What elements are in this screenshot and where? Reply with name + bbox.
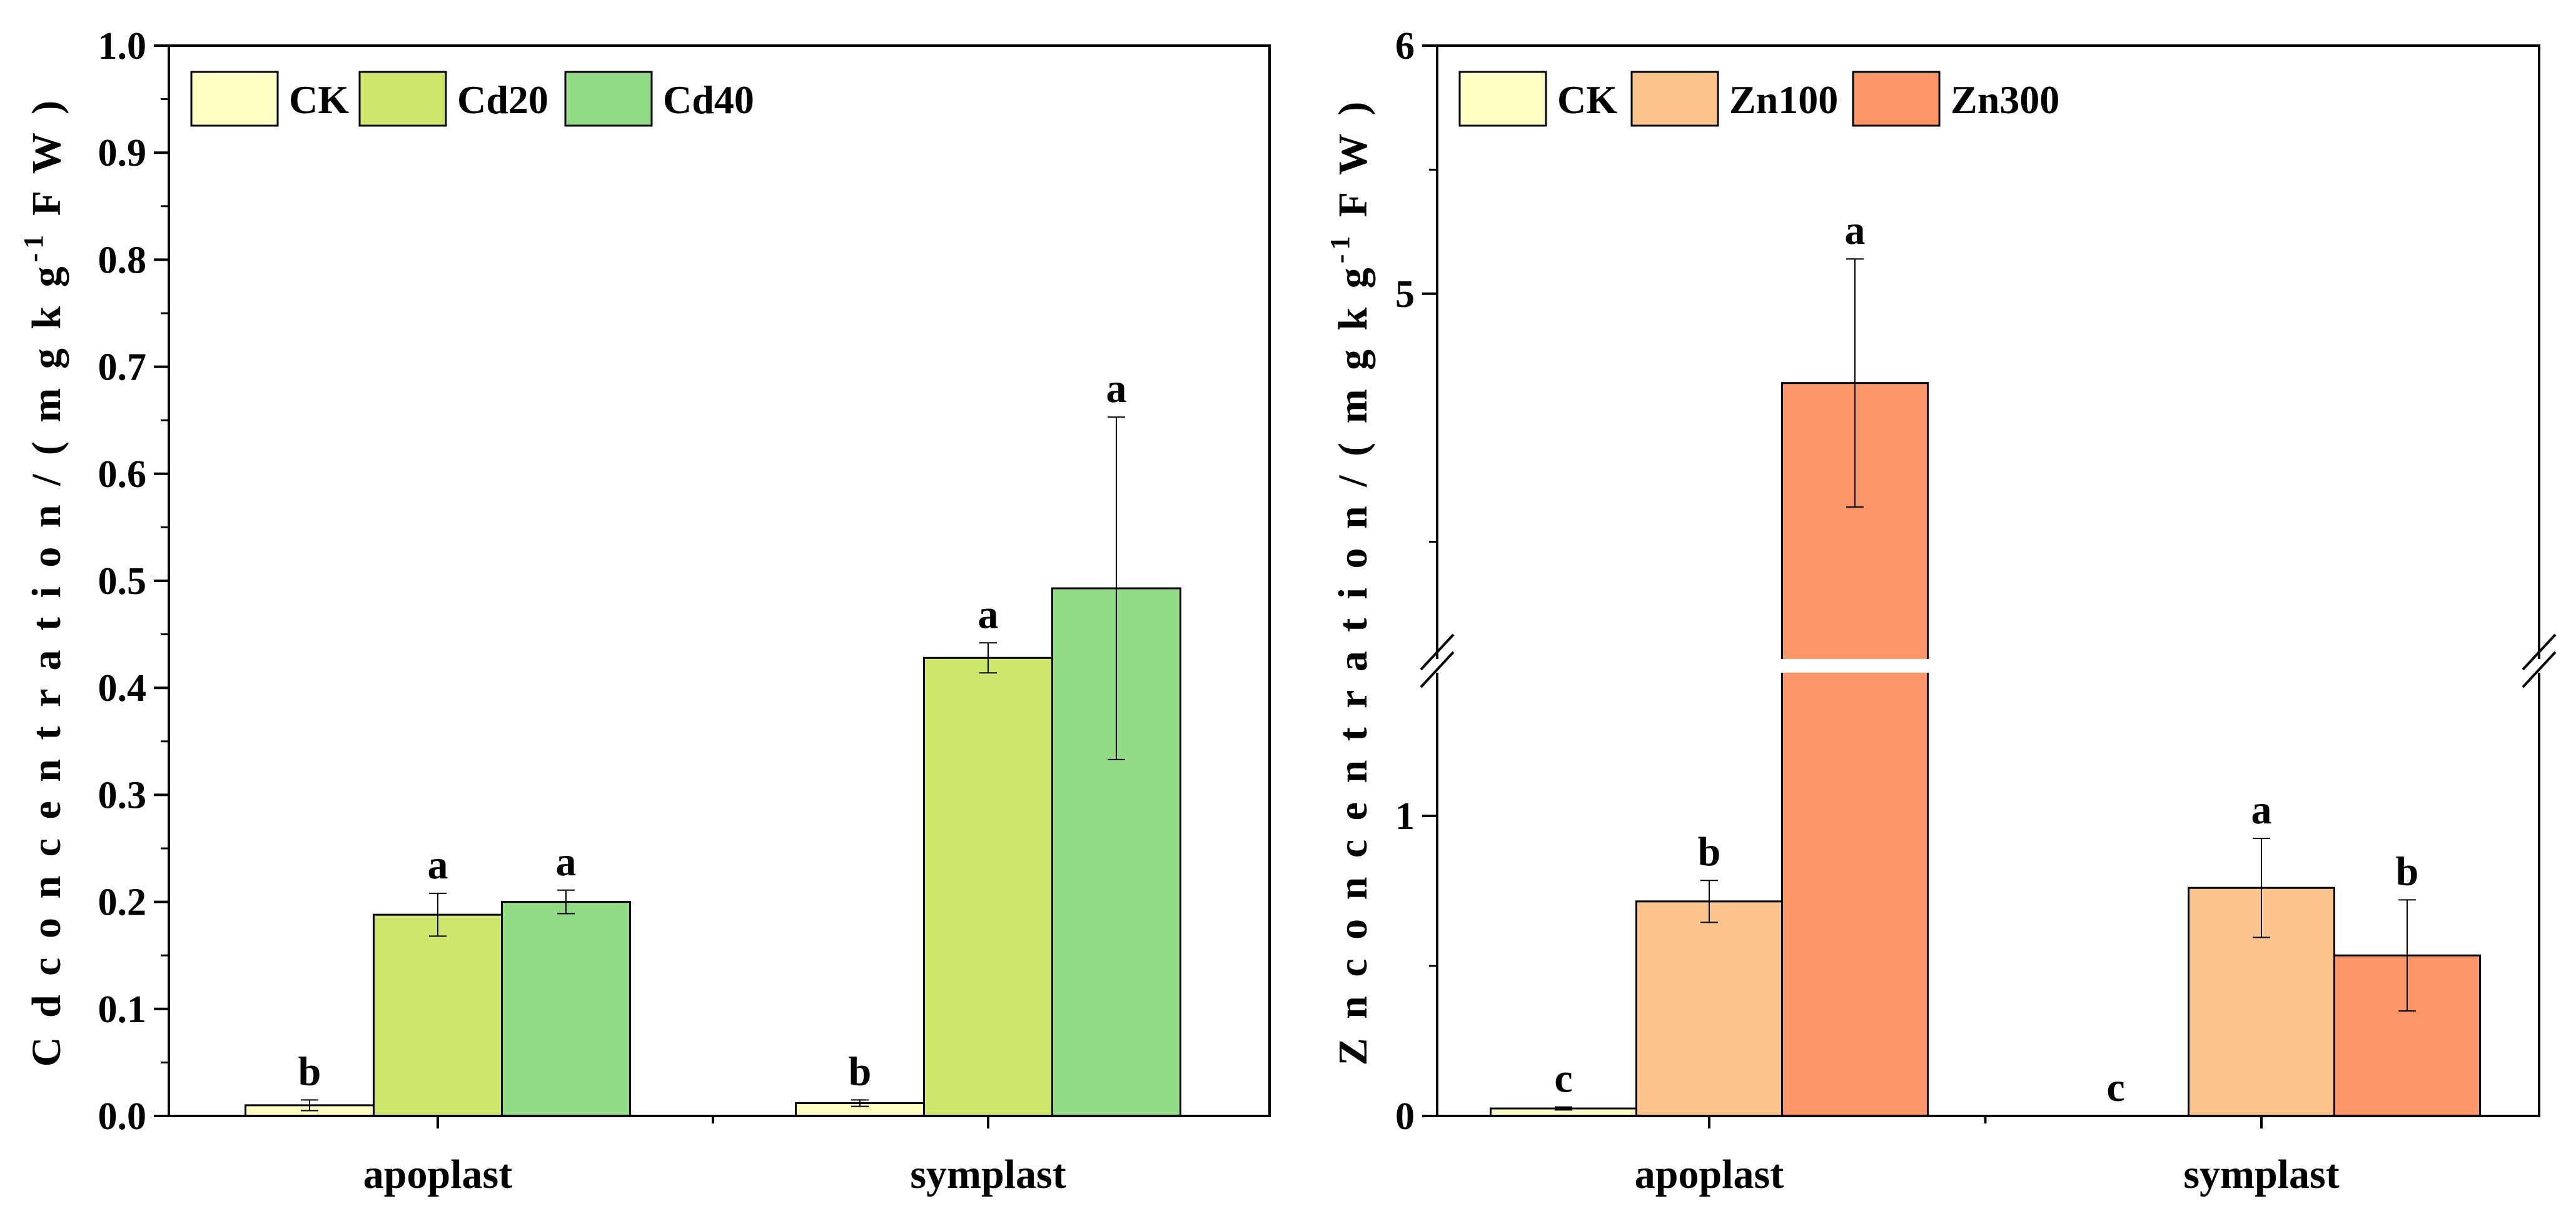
axis-break-mark-right: [2522, 633, 2557, 688]
y-tick-label-5: 5: [1395, 273, 1415, 316]
legend-swatch-zn300: [1852, 71, 1941, 127]
sig-label-ck-apoplast: c: [1554, 1056, 1572, 1102]
sig-label-zn100-apoplast: b: [1698, 829, 1721, 875]
y-tick-label-0: 0: [1395, 1095, 1415, 1138]
error-bar-cd40-apoplast: [557, 889, 575, 915]
error-bar-ck-apoplast: [1555, 1106, 1572, 1111]
sig-label-ck-apoplast: b: [298, 1048, 321, 1094]
axis-break-mark-left: [1420, 633, 1455, 688]
legend-label-zn300: Zn300: [1951, 78, 2059, 122]
y-tick-label-1: 1: [1395, 795, 1415, 838]
y-tick-label-0.9: 0.9: [98, 132, 147, 174]
error-bar-ck-apoplast: [301, 1099, 318, 1112]
x-tick-label-symplast: symplast: [2183, 1152, 2339, 1197]
legend-swatch-zn100: [1630, 71, 1719, 127]
error-bar-zn100-symplast: [2253, 838, 2270, 938]
sig-label-cd40-apoplast: a: [556, 839, 577, 885]
y-axis-label: C d c o n c e n t r a t i o n / ( m g k …: [18, 96, 69, 1067]
sig-label-cd20-symplast: a: [978, 591, 999, 637]
y-tick-label-0.3: 0.3: [98, 774, 147, 817]
legend-swatch-ck: [1458, 71, 1547, 127]
y-tick-label-0.5: 0.5: [98, 560, 147, 603]
error-bar-zn300-apoplast: [1846, 258, 1864, 508]
y-tick-label-6: 6: [1395, 25, 1415, 68]
x-tick-label-apoplast: apoplast: [363, 1152, 512, 1197]
error-bar-cd20-apoplast: [429, 892, 447, 937]
legend-label-ck: CK: [289, 78, 349, 122]
legend-label-cd40: Cd40: [663, 78, 754, 122]
cd-concentration-chart: b b a a a a apoplast symplast 0.0 0.1 0.2 0.3 0.4 0.5…: [18, 25, 1271, 1197]
sig-label-zn100-symplast: a: [2251, 787, 2272, 833]
y-axis-label: Z n c o n c e n t r a t i o n / ( m g k …: [1325, 98, 1376, 1066]
error-bar-zn300-symplast: [2398, 899, 2416, 1012]
bar-cd40-apoplast: [501, 901, 631, 1117]
legend: CK Cd20 Cd40: [190, 71, 754, 127]
legend-swatch-cd20: [358, 71, 447, 127]
y-tick-label-0.1: 0.1: [98, 988, 147, 1031]
plot-frame: [1436, 44, 2540, 1117]
y-tick-label-1.0: 1.0: [98, 25, 147, 68]
axis-break-gap: [1418, 658, 2558, 673]
y-tick-label-0.6: 0.6: [98, 453, 147, 496]
error-bar-cd20-symplast: [979, 642, 997, 674]
x-tick-label-apoplast: apoplast: [1635, 1152, 1784, 1197]
legend-swatch-ck: [190, 71, 279, 127]
sig-label-ck-symplast: b: [849, 1048, 872, 1094]
legend-swatch-cd40: [564, 71, 653, 127]
zn-concentration-chart: c c b a a b apoplast symplast 0 1 5 6 Z n c o n c e …: [1325, 25, 2558, 1197]
y-tick-label-0.7: 0.7: [98, 346, 147, 389]
y-tick-label-0.4: 0.4: [98, 667, 147, 710]
legend-label-cd20: Cd20: [457, 78, 548, 122]
sig-label-ck-symplast: c: [2106, 1065, 2124, 1110]
bar-zn100-apoplast: [1635, 900, 1783, 1117]
sig-label-cd20-apoplast: a: [428, 842, 448, 888]
y-tick-label-0.8: 0.8: [98, 239, 147, 281]
error-bar-ck-symplast: [851, 1099, 869, 1107]
legend-label-zn100: Zn100: [1729, 78, 1838, 122]
error-bar-cd40-symplast: [1108, 416, 1125, 760]
legend-label-ck: CK: [1557, 78, 1617, 122]
sig-label-cd40-symplast: a: [1106, 366, 1127, 411]
legend: CK Zn100 Zn300: [1458, 71, 2059, 127]
y-tick-label-0.2: 0.2: [98, 882, 147, 924]
bar-cd20-symplast: [923, 656, 1053, 1117]
error-bar-zn100-apoplast: [1700, 880, 1718, 923]
sig-label-zn300-apoplast: a: [1845, 208, 1866, 253]
y-tick-label-0.0: 0.0: [98, 1095, 147, 1138]
x-tick-label-symplast: symplast: [910, 1152, 1066, 1197]
bar-cd20-apoplast: [373, 913, 503, 1117]
sig-label-zn300-symplast: b: [2396, 848, 2419, 894]
